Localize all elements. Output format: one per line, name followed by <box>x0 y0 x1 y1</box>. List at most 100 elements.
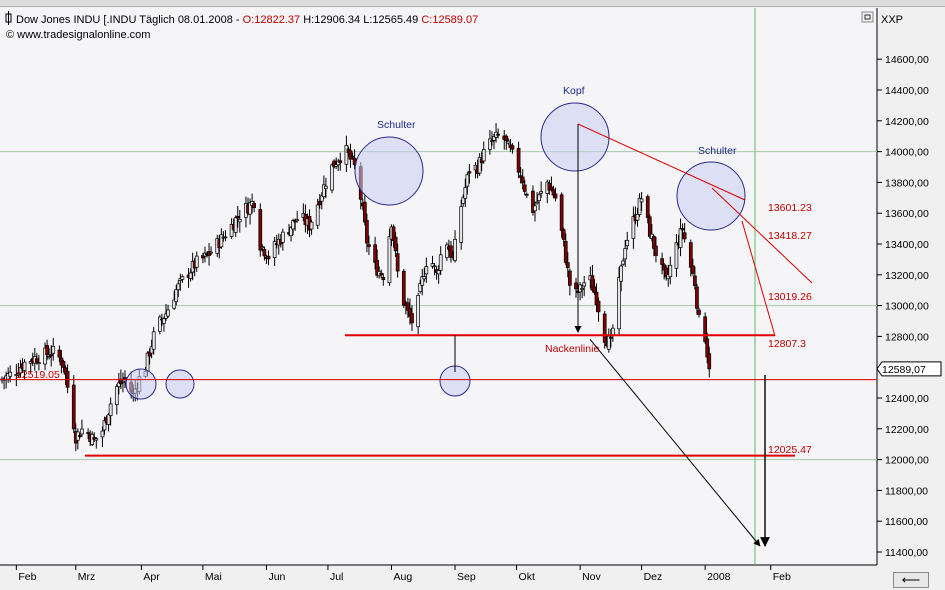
candle-body <box>260 246 265 249</box>
candle-body <box>580 288 585 290</box>
candle-body <box>596 300 601 313</box>
candle-body <box>621 260 626 265</box>
candle-body <box>174 289 179 303</box>
candle-body <box>262 249 267 257</box>
candle-body <box>533 205 537 212</box>
candle-body <box>625 239 630 246</box>
candle-body <box>61 361 66 368</box>
maximize-icon[interactable] <box>861 11 874 23</box>
candle-body <box>332 160 336 168</box>
candle-body <box>410 313 414 324</box>
candle-body <box>393 236 398 252</box>
x-axis-ticks: Feb Mrz Apr Mai Jun Jul Aug Sep Okt Nov Dez 2008 Feb <box>15 565 791 583</box>
candle-body <box>623 248 628 260</box>
candle-body <box>668 264 673 278</box>
candle-body <box>367 244 371 247</box>
candle-body <box>490 140 494 143</box>
candle-body <box>373 244 377 263</box>
candle-body <box>477 157 482 174</box>
source-credit: © www.tradesignalonline.com <box>6 29 150 41</box>
candle-body <box>660 258 664 265</box>
low-circle-a <box>125 368 157 400</box>
candle-body <box>395 253 400 272</box>
candle-body <box>430 263 435 267</box>
candle-body <box>496 133 500 136</box>
head-label: Kopf <box>563 85 585 97</box>
candle-body <box>678 228 683 248</box>
candle-body <box>688 242 693 268</box>
candle-body <box>592 286 597 294</box>
candle-body <box>108 403 113 416</box>
trend-line-13418 <box>711 187 813 284</box>
candle-body <box>418 283 423 292</box>
candle-body <box>401 270 406 306</box>
candle-body <box>188 272 193 279</box>
candle-body <box>424 266 429 275</box>
close-label: C: <box>421 14 432 26</box>
y-tick-label: 12400,00 <box>885 393 929 405</box>
candle-body <box>266 255 271 260</box>
candle-body <box>16 372 21 376</box>
candle-body <box>561 229 566 240</box>
close-value: 12589.07 <box>432 14 478 26</box>
head-circle <box>540 102 610 172</box>
x-tick-label: 2008 <box>707 571 731 583</box>
candle-body <box>703 316 708 343</box>
candle-body <box>47 356 52 358</box>
y-tick-label: 13000,00 <box>885 301 929 313</box>
candle-body <box>209 251 213 254</box>
candle-body <box>289 227 293 237</box>
y-tick-label: 11800,00 <box>885 485 928 497</box>
candle-body <box>602 313 607 343</box>
candle-body <box>631 216 636 239</box>
last-price-value: 12589,07 <box>882 364 926 376</box>
candle-body <box>223 236 228 239</box>
candle-body <box>229 223 234 237</box>
candle-body <box>291 220 295 230</box>
candle-body <box>453 239 457 261</box>
candle-body <box>582 282 587 287</box>
candle-body <box>180 276 185 280</box>
scroll-arrow-button[interactable]: ⟵ <box>893 572 929 588</box>
candle-body <box>549 186 554 191</box>
y-tick-label: 13800,00 <box>885 177 929 189</box>
candle-body <box>207 251 211 256</box>
x-tick-label: Okt <box>519 571 535 583</box>
candle-body <box>106 414 111 425</box>
candle-body <box>553 193 558 199</box>
candle-body <box>166 309 170 317</box>
trend-line-13019 <box>741 220 776 337</box>
x-tick-label: Mrz <box>78 571 96 583</box>
x-tick-label: Dez <box>644 571 663 583</box>
x-tick-label: Nov <box>582 571 601 583</box>
neckline-label: Nackenlinie <box>545 343 599 355</box>
candle-body <box>436 270 441 275</box>
candle-body <box>524 193 529 196</box>
candle-body <box>57 349 62 358</box>
x-tick-label: Apr <box>143 571 160 583</box>
candle-body <box>594 291 599 306</box>
candle-body <box>387 236 392 284</box>
last-price-box <box>876 361 942 377</box>
candle-body <box>611 327 615 336</box>
left-shoulder-circle <box>354 136 424 206</box>
level-label: 12025.47 <box>768 444 812 456</box>
candle-body <box>344 145 349 165</box>
grid-lines <box>0 8 877 565</box>
y-tick-label: 14200,00 <box>885 116 929 128</box>
candle-body <box>158 316 162 332</box>
low-value: 12565.49 <box>372 14 418 26</box>
candle-body <box>147 351 152 357</box>
candle-body <box>80 428 84 435</box>
candle-body <box>635 213 640 221</box>
candle-body <box>492 136 496 141</box>
candle-body <box>705 338 710 358</box>
candle-body <box>654 245 658 256</box>
candle-body <box>379 272 384 276</box>
last-price-marker: 12589,07 <box>876 361 942 377</box>
candle-body <box>522 184 527 192</box>
candle-body <box>406 302 410 311</box>
candle-body <box>237 219 242 223</box>
level-label: 12519.05 <box>16 369 60 381</box>
y-tick-label: 11600,00 <box>885 516 928 528</box>
